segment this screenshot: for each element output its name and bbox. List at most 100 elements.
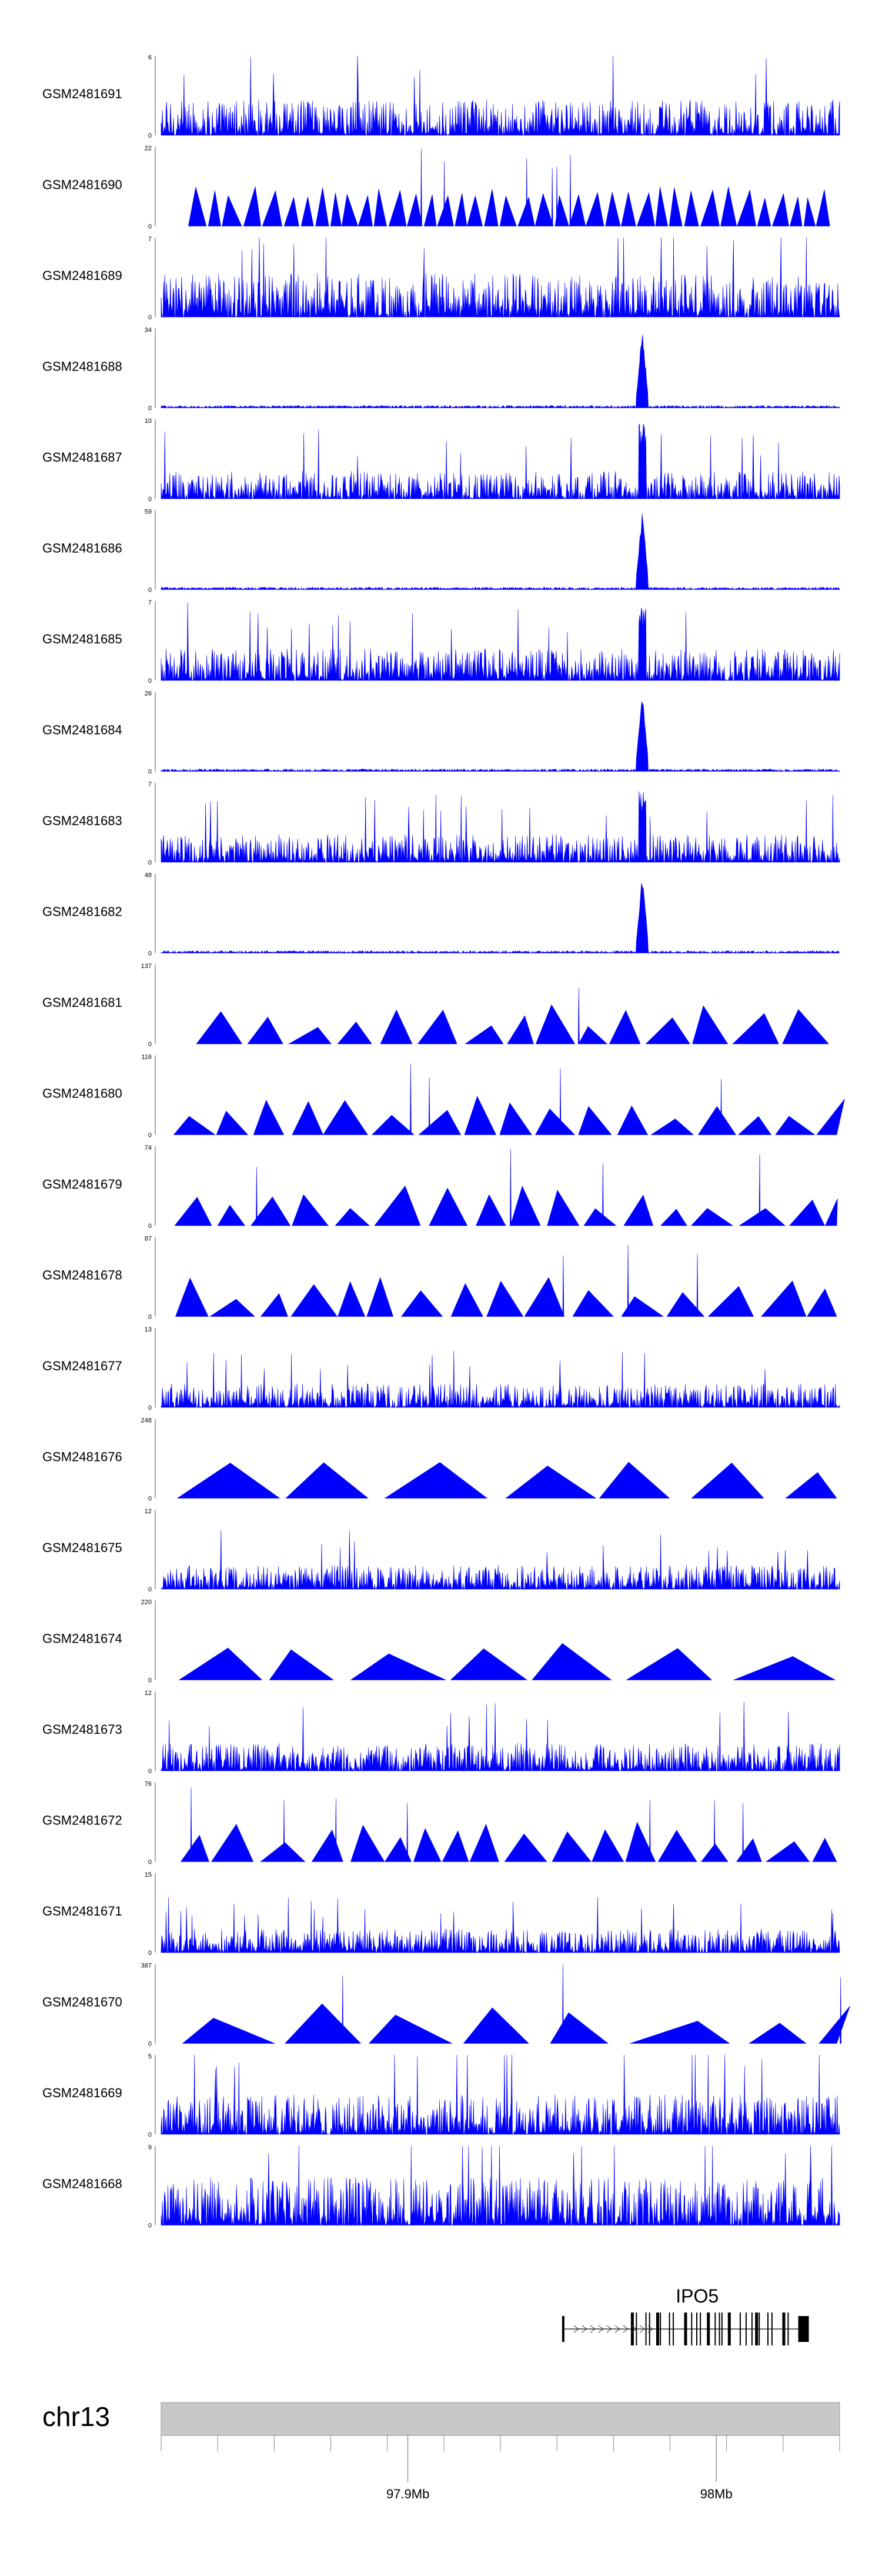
y-zero-label: 0 [148, 1496, 152, 1503]
gene-exon [721, 2313, 723, 2345]
y-zero-label: 0 [148, 769, 152, 776]
track-label: GSM2481677 [42, 1359, 122, 1373]
track-label: GSM2481688 [42, 359, 122, 374]
track-GSM2481684: GSM2481684 26 0 [42, 690, 840, 776]
track-GSM2481675: GSM2481675 12 0 [42, 1508, 840, 1593]
y-zero-label: 0 [148, 2041, 152, 2048]
gene-track: IPO5 [562, 2285, 809, 2345]
strand-arrow [614, 2325, 620, 2333]
track-GSM2481685: GSM2481685 7 0 [42, 599, 840, 685]
gene-exon [645, 2313, 647, 2345]
track-label: GSM2481674 [42, 1631, 122, 1646]
track-GSM2481678: GSM2481678 87 0 [42, 1236, 837, 1321]
y-max-label: 74 [145, 1144, 152, 1152]
coverage-area [161, 237, 840, 318]
chromosome-label: chr13 [42, 2401, 110, 2432]
coverage-area [161, 55, 840, 136]
track-label: GSM2481681 [42, 995, 122, 1010]
y-max-label: 9 [148, 2144, 152, 2151]
coverage-area [175, 1244, 837, 1317]
gene-utr [798, 2316, 809, 2342]
coverage-area [180, 1787, 837, 1862]
coverage-area [161, 513, 840, 590]
track-GSM2481688: GSM2481688 34 0 [42, 327, 840, 412]
y-zero-label: 0 [148, 132, 152, 139]
strand-arrow [606, 2325, 612, 2333]
track-label: GSM2481675 [42, 1540, 122, 1555]
y-zero-label: 0 [148, 1586, 152, 1593]
y-max-label: 59 [145, 509, 152, 516]
gene-exon [714, 2313, 716, 2345]
y-max-label: 248 [141, 1417, 152, 1424]
track-label: GSM2481691 [42, 86, 122, 101]
track-GSM2481682: GSM2481682 48 0 [42, 872, 840, 957]
y-max-label: 76 [145, 1781, 152, 1788]
coverage-area [161, 1701, 840, 1772]
y-zero-label: 0 [148, 1677, 152, 1684]
y-zero-label: 0 [148, 678, 152, 685]
gene-exon [745, 2313, 747, 2345]
gene-exon [771, 2313, 773, 2345]
gene-exon [787, 2313, 789, 2345]
track-label: GSM2481671 [42, 1904, 122, 1918]
gene-exon [759, 2313, 760, 2345]
strand-arrow [639, 2325, 645, 2333]
track-GSM2481669: GSM2481669 5 0 [42, 2053, 840, 2138]
y-zero-label: 0 [148, 496, 152, 503]
track-GSM2481683: GSM2481683 7 0 [42, 781, 840, 866]
coverage-area [196, 987, 829, 1045]
strand-arrow [631, 2325, 637, 2333]
track-GSM2481676: GSM2481676 248 0 [42, 1417, 837, 1503]
gene-exon [669, 2313, 670, 2345]
gene-exon [739, 2313, 741, 2345]
y-zero-label: 0 [148, 2131, 152, 2138]
gene-exon [562, 2316, 564, 2342]
y-max-label: 5 [148, 2053, 152, 2060]
gene-exon [751, 2313, 753, 2345]
y-zero-label: 0 [148, 2223, 152, 2230]
coverage-area [161, 2054, 840, 2135]
coverage-area [161, 423, 840, 500]
y-max-label: 220 [141, 1599, 152, 1606]
y-max-label: 10 [145, 418, 152, 425]
y-zero-label: 0 [148, 1314, 152, 1321]
track-label: GSM2481690 [42, 178, 122, 192]
coverage-area [161, 335, 840, 409]
coverage-area [161, 883, 840, 954]
track-label: GSM2481670 [42, 1995, 122, 2010]
track-GSM2481673: GSM2481673 12 0 [42, 1690, 840, 1775]
y-zero-label: 0 [148, 1859, 152, 1866]
coverage-area [161, 602, 840, 682]
coverage-area [161, 791, 840, 863]
gene-exon [691, 2313, 693, 2345]
y-max-label: 12 [145, 1508, 152, 1515]
track-label: GSM2481689 [42, 268, 122, 283]
track-label: GSM2481684 [42, 723, 122, 738]
y-zero-label: 0 [148, 1223, 152, 1230]
coverage-area [161, 1351, 840, 1409]
y-max-label: 137 [141, 963, 152, 970]
gene-exon [673, 2313, 674, 2345]
y-zero-label: 0 [148, 587, 152, 594]
track-GSM2481677: GSM2481677 13 0 [42, 1326, 840, 1412]
coverage-area [161, 701, 840, 772]
track-GSM2481690: GSM2481690 22 0 [42, 145, 830, 231]
y-max-label: 87 [145, 1236, 152, 1243]
y-max-label: 116 [141, 1054, 152, 1061]
y-zero-label: 0 [148, 1132, 152, 1139]
coverage-area [182, 1964, 850, 2044]
coverage-area [161, 1530, 840, 1590]
chromosome-axis: chr13 97.9Mb 98Mb [42, 2401, 840, 2501]
track-GSM2481687: GSM2481687 10 0 [42, 418, 840, 503]
coverage-area [174, 1149, 838, 1226]
track-label: GSM2481673 [42, 1722, 122, 1737]
gene-exon [700, 2313, 701, 2345]
y-max-label: 6 [148, 54, 152, 61]
strand-arrow [598, 2325, 604, 2333]
coverage-area [161, 2145, 840, 2226]
y-max-label: 7 [148, 599, 152, 606]
y-max-label: 13 [145, 1326, 152, 1333]
y-zero-label: 0 [148, 950, 152, 957]
track-GSM2481671: GSM2481671 15 0 [42, 1871, 840, 1957]
